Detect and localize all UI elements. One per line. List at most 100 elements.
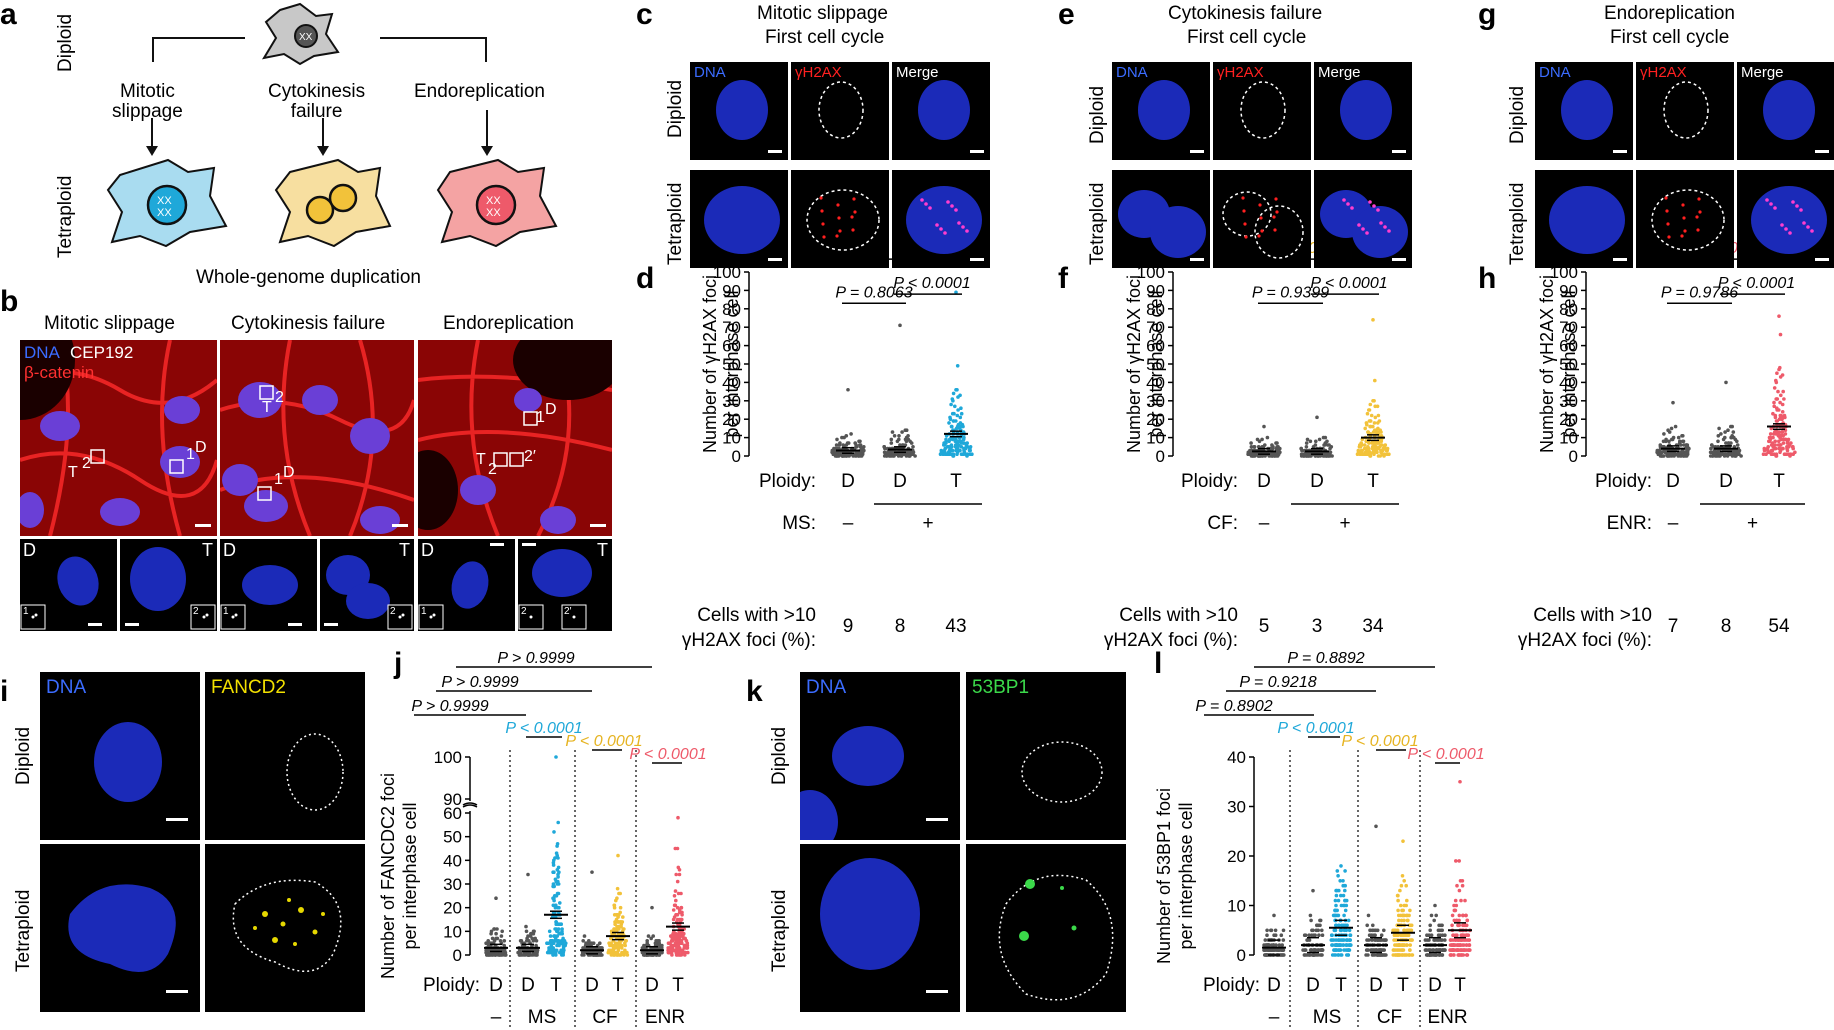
data-point — [1764, 452, 1768, 456]
data-point — [1346, 948, 1351, 952]
data-point — [1347, 928, 1352, 933]
data-point — [837, 443, 842, 447]
data-point — [1443, 938, 1447, 942]
category-label: D — [1666, 471, 1680, 492]
data-point — [489, 929, 494, 934]
data-point — [546, 941, 550, 945]
data-point — [1399, 948, 1404, 952]
data-point — [612, 946, 616, 950]
y-axis-label: Number of γH2AX foci per interphase cell — [1124, 275, 1166, 453]
inset-number: 1 — [223, 606, 229, 617]
data-point — [1345, 923, 1349, 928]
data-point — [959, 445, 964, 449]
data-point — [1324, 452, 1328, 456]
inset-cf-t: T 2 — [320, 539, 414, 631]
data-point — [1735, 439, 1739, 444]
data-point — [882, 454, 887, 458]
data-point — [1666, 428, 1670, 432]
data-point — [1715, 454, 1720, 458]
y-tick-label: 100 — [434, 748, 462, 767]
data-point — [968, 446, 972, 451]
micrograph-e-tetraploid-merge — [1314, 170, 1412, 268]
data-point — [1312, 948, 1317, 952]
data-point — [1779, 437, 1783, 442]
category-label: D — [1267, 975, 1281, 996]
data-point — [957, 448, 962, 453]
title-g-1: Endoreplication — [1604, 3, 1735, 24]
category-label: D — [1310, 471, 1324, 492]
data-point — [499, 934, 504, 938]
data-point — [834, 443, 839, 447]
category-label: T — [672, 975, 684, 996]
y-tick-label: 80 — [1559, 300, 1578, 319]
data-point — [1459, 938, 1464, 942]
data-point — [951, 399, 955, 403]
data-point — [958, 415, 963, 420]
y-tick-label: 60 — [722, 337, 741, 356]
data-point — [841, 454, 846, 458]
data-point — [906, 434, 910, 438]
data-point — [1366, 445, 1370, 449]
data-point — [1449, 943, 1454, 947]
panel-label: f — [1058, 262, 1069, 295]
col-title-cf: Cytokinesis failure — [231, 313, 386, 334]
data-point — [1455, 918, 1459, 923]
data-point — [502, 939, 507, 943]
data-point — [1280, 943, 1284, 947]
data-point — [670, 936, 675, 941]
data-point — [551, 860, 556, 865]
data-point — [518, 948, 522, 953]
data-point — [942, 443, 947, 447]
data-point — [1367, 933, 1372, 937]
data-point — [1408, 928, 1412, 933]
data-point — [1393, 933, 1398, 937]
data-point — [1272, 913, 1276, 918]
data-point — [835, 437, 839, 442]
data-point — [1359, 441, 1363, 445]
data-point — [1409, 938, 1414, 942]
micrograph-c-diploid-dna: DNA — [690, 62, 788, 160]
data-point — [1398, 888, 1402, 893]
data-point — [1268, 446, 1273, 451]
data-point — [1333, 908, 1337, 913]
data-point — [1729, 441, 1733, 445]
y-axis-label: Number of γH2AX foci per interphase cell — [1537, 275, 1579, 453]
data-point — [1341, 879, 1345, 883]
data-point — [1394, 953, 1399, 957]
marker-2: 2 — [488, 461, 497, 478]
data-point — [1731, 430, 1736, 434]
data-point — [1463, 898, 1467, 903]
micrograph-c-tetraploid-gh2ax — [791, 170, 889, 268]
data-point — [1372, 953, 1377, 957]
data-point — [1461, 913, 1465, 918]
data-point — [1346, 953, 1351, 957]
data-point — [900, 443, 905, 447]
inset-label: D — [421, 540, 434, 560]
data-point — [680, 913, 684, 917]
y-tick-label: 40 — [443, 851, 462, 870]
cells-percent: 7 — [1668, 616, 1679, 637]
data-points — [484, 755, 690, 957]
data-point — [556, 875, 560, 879]
data-point — [1374, 824, 1378, 829]
micrograph-g-diploid-dna: DNA — [1535, 62, 1633, 160]
data-point — [1404, 953, 1408, 957]
data-point — [612, 905, 617, 910]
micrograph-enr-overview: 1 D T 2 2′ — [418, 340, 612, 536]
data-point — [621, 927, 625, 931]
data-point — [1729, 435, 1733, 440]
y-axis-label: Number of FANCDC2 foci per interphase cel… — [378, 773, 420, 979]
data-point — [1256, 445, 1261, 449]
data-point — [1372, 421, 1377, 425]
data-point — [1462, 938, 1466, 942]
row-k-diploid: Diploid — [769, 726, 790, 785]
data-point — [684, 939, 689, 943]
data-point — [1450, 948, 1454, 952]
data-point — [1382, 928, 1386, 933]
data-point — [1429, 933, 1434, 937]
data-point — [1461, 923, 1465, 928]
data-point — [849, 432, 853, 436]
micrograph-i-fancd2-tetraploid — [205, 844, 365, 1012]
data-point — [607, 941, 611, 945]
